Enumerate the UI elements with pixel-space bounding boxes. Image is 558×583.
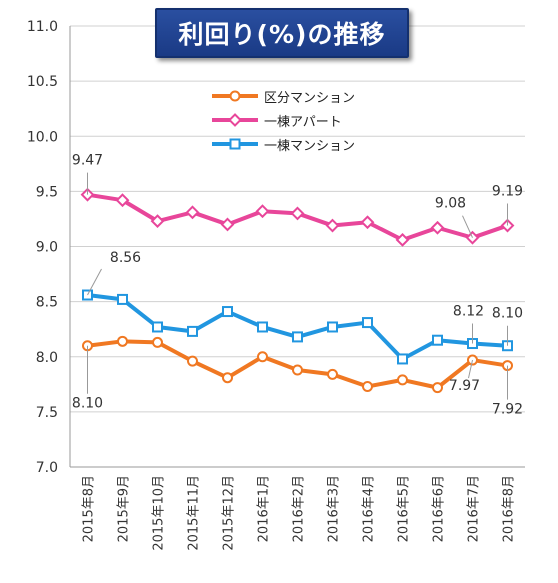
- legend-label: 区分マンション: [264, 90, 356, 106]
- x-tick-label: 2015年11月: [187, 475, 202, 551]
- data-point: [360, 215, 375, 230]
- x-tick-label: 2016年7月: [467, 475, 482, 542]
- x-tick-label: 2016年5月: [397, 475, 412, 542]
- data-point: [257, 321, 268, 333]
- data-label: 9.47: [72, 153, 103, 169]
- data-label: 8.10: [492, 306, 523, 322]
- data-point: [255, 204, 270, 219]
- data-point: [292, 331, 303, 343]
- legend-item-mansion: 一棟マンション: [210, 132, 355, 156]
- data-label: 8.12: [453, 304, 484, 320]
- callout-leader: [462, 215, 473, 238]
- data-point: [432, 334, 443, 346]
- data-point: [292, 364, 303, 376]
- x-tick-label: 2015年9月: [117, 475, 132, 542]
- legend-label: 一棟マンション: [264, 138, 356, 154]
- data-point: [185, 205, 200, 220]
- data-point: [220, 217, 235, 232]
- data-point: [327, 368, 338, 380]
- data-label: 7.97: [449, 378, 480, 394]
- data-point: [397, 353, 408, 365]
- legend-item-apart: 一棟アパート: [210, 108, 355, 132]
- y-tick-label: 9.0: [36, 240, 58, 256]
- chart-title-box: 利回り(%)の推移: [155, 8, 409, 58]
- data-point: [325, 218, 340, 233]
- legend-swatch-square: [212, 138, 258, 150]
- data-point: [115, 193, 130, 208]
- series-line: [87, 293, 508, 361]
- callout-leader: [468, 359, 473, 379]
- data-point: [327, 321, 338, 333]
- x-tick-label: 2015年8月: [82, 475, 97, 542]
- y-tick-label: 10.0: [27, 129, 58, 145]
- y-tick-label: 8.5: [36, 295, 58, 311]
- legend: 区分マンション 一棟アパート 一棟マンション: [210, 84, 355, 156]
- x-tick-label: 2016年8月: [502, 475, 517, 542]
- legend-swatch-diamond: [212, 113, 258, 127]
- y-tick-label: 7.5: [36, 405, 58, 421]
- data-label: 9.08: [435, 196, 466, 212]
- x-tick-label: 2015年12月: [222, 475, 237, 551]
- data-point: [150, 214, 165, 229]
- data-point: [362, 317, 373, 329]
- data-point: [257, 351, 268, 363]
- x-tick-label: 2016年1月: [257, 475, 272, 542]
- x-tick-label: 2016年3月: [327, 475, 342, 542]
- y-tick-label: 11.0: [27, 19, 58, 35]
- data-point: [395, 232, 410, 247]
- data-point: [187, 355, 198, 367]
- series-line: [87, 339, 508, 390]
- data-point: [152, 336, 163, 348]
- y-tick-label: 10.5: [27, 74, 58, 90]
- y-tick-label: 7.0: [36, 460, 58, 476]
- y-tick-label: 8.0: [36, 350, 58, 366]
- data-label: 8.10: [72, 396, 103, 412]
- data-label: 9.19: [492, 184, 523, 200]
- callout-leader: [87, 268, 102, 296]
- data-label: 7.92: [492, 402, 523, 418]
- legend-label: 一棟アパート: [264, 114, 342, 130]
- data-point: [362, 381, 373, 393]
- data-label: 8.56: [110, 250, 141, 266]
- x-tick-label: 2016年4月: [362, 475, 377, 542]
- data-point: [397, 374, 408, 386]
- data-point: [222, 306, 233, 318]
- legend-swatch-circle: [212, 90, 258, 102]
- y-tick-label: 9.5: [36, 184, 58, 200]
- chart-title: 利回り(%)の推移: [178, 20, 386, 49]
- data-point: [117, 335, 128, 347]
- data-point: [432, 382, 443, 394]
- legend-item-kubun: 区分マンション: [210, 84, 355, 108]
- data-point: [430, 220, 445, 235]
- data-point: [117, 293, 128, 305]
- x-tick-label: 2016年6月: [432, 475, 447, 542]
- data-point: [187, 325, 198, 337]
- data-point: [152, 321, 163, 333]
- data-point: [290, 206, 305, 221]
- data-point: [222, 372, 233, 384]
- x-tick-label: 2015年10月: [152, 475, 167, 551]
- x-tick-label: 2016年2月: [292, 475, 307, 542]
